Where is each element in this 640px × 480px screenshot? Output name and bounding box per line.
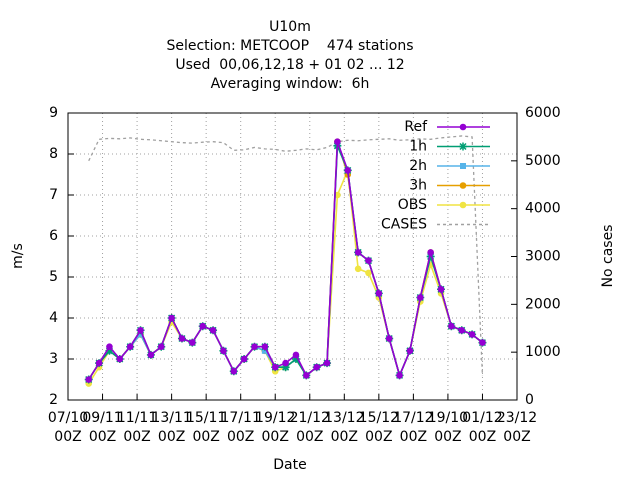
y2-tick-label: 2000	[525, 296, 561, 312]
legend-marker	[459, 123, 467, 131]
chart-title: Selection: METCOOP 474 stations	[166, 38, 413, 54]
y-tick-label: 9	[49, 105, 58, 121]
y-tick-label: 3	[49, 351, 58, 367]
x-tick-label: 13/11 00Z	[151, 410, 191, 445]
marker	[281, 363, 290, 372]
legend-label: 3h	[409, 178, 427, 194]
marker	[85, 376, 93, 383]
x-tick-label: 11/11 00Z	[117, 410, 157, 445]
marker	[240, 355, 248, 363]
legend-label: 2h	[409, 158, 427, 174]
series	[85, 138, 486, 383]
y2-tick-label: 0	[525, 392, 534, 408]
marker	[354, 265, 362, 273]
x-tick-label: 15/11 00Z	[186, 410, 226, 445]
x-tick-label: 13/12 00Z	[324, 410, 364, 445]
x-tick-label: 07/10 00Z	[48, 410, 88, 445]
legend-label: OBS	[398, 197, 427, 213]
legend-marker	[460, 163, 466, 169]
marker	[479, 339, 486, 346]
marker	[385, 335, 393, 342]
x-tick-label: 17/12 00Z	[393, 410, 433, 445]
marker	[375, 290, 383, 297]
x-tick-label: 21/12 00Z	[290, 410, 330, 445]
x-tick-label: 15/12 00Z	[359, 410, 399, 445]
marker	[137, 327, 144, 334]
marker	[468, 331, 476, 338]
marker	[271, 363, 279, 371]
marker	[220, 347, 227, 355]
marker	[137, 331, 144, 338]
x-tick-label: 01/12 00Z	[462, 410, 502, 445]
legend-marker	[459, 182, 467, 189]
plot-frame	[67, 112, 518, 401]
y-axis-label: m/s	[10, 243, 26, 269]
y2-tick-label: 3000	[525, 249, 561, 265]
legend-marker	[459, 201, 467, 209]
marker	[209, 327, 217, 334]
y-tick-label: 6	[49, 228, 58, 244]
marker	[116, 355, 124, 363]
y2-tick-label: 4000	[525, 201, 561, 217]
marker	[334, 138, 341, 145]
series	[88, 135, 484, 377]
marker	[282, 359, 289, 367]
x-tick-label: 09/11 00Z	[82, 410, 122, 445]
marker	[406, 347, 414, 355]
x-tick-label: 19/10 00Z	[428, 410, 468, 445]
marker	[189, 339, 196, 346]
chart-title: U10m	[269, 19, 311, 35]
marker	[365, 269, 372, 277]
marker	[365, 257, 372, 264]
marker	[354, 249, 362, 256]
y-tick-label: 2	[49, 392, 58, 408]
marker	[106, 343, 113, 351]
marker	[303, 372, 310, 379]
y2-tick-label: 5000	[525, 153, 561, 169]
marker	[291, 355, 300, 363]
chart-title: Used 00,06,12,18 + 01 02 ... 12	[175, 57, 404, 73]
y-tick-label: 7	[49, 187, 58, 203]
x-tick-label: 23/12 00Z	[497, 410, 537, 445]
marker	[261, 347, 268, 354]
marker	[251, 343, 258, 351]
marker	[323, 359, 331, 367]
marker	[230, 368, 238, 375]
marker	[157, 343, 165, 351]
legend-label: CASES	[381, 217, 427, 233]
y-tick-label: 4	[49, 310, 58, 326]
y2-tick-label: 6000	[525, 105, 561, 121]
marker	[147, 351, 155, 359]
marker	[427, 249, 434, 256]
x-axis-label: Date	[273, 457, 306, 473]
x-tick-label: 19/12 00Z	[255, 410, 295, 445]
legend-label: Ref	[404, 119, 428, 135]
marker	[292, 351, 300, 359]
line	[88, 135, 484, 377]
marker	[178, 335, 186, 342]
y-tick-label: 8	[49, 146, 58, 162]
marker	[168, 314, 175, 322]
marker	[437, 286, 445, 293]
marker	[448, 322, 455, 330]
marker	[416, 294, 424, 301]
x-tick-label: 17/11 00Z	[221, 410, 261, 445]
y2-axis-label: No cases	[600, 225, 616, 288]
marker	[426, 252, 435, 261]
marker	[126, 343, 134, 351]
marker	[199, 322, 206, 330]
legend-label: 1h	[409, 139, 427, 155]
marker	[458, 327, 466, 334]
y2-tick-label: 1000	[525, 344, 561, 360]
marker	[95, 359, 103, 367]
marker	[105, 346, 114, 355]
y-tick-label: 5	[49, 269, 58, 285]
legend-marker	[459, 142, 467, 151]
marker	[344, 167, 352, 174]
marker	[396, 372, 403, 379]
marker	[261, 343, 269, 351]
marker	[313, 363, 320, 371]
chart-title: Averaging window: 6h	[211, 76, 370, 92]
